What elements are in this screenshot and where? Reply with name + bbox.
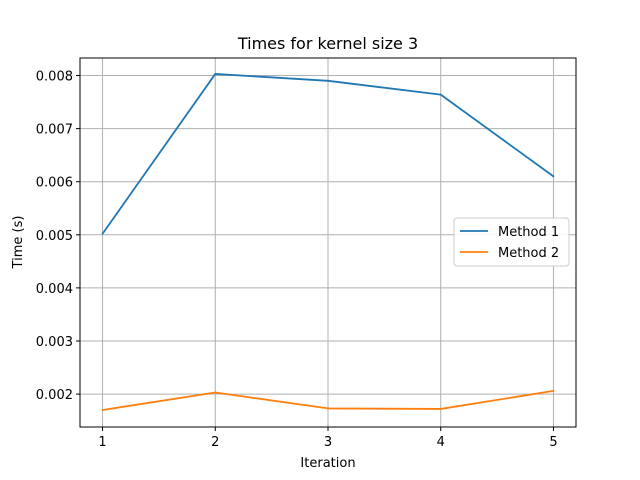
y-tick-label: 0.004 (36, 282, 73, 297)
y-tick-label: 0.007 (36, 123, 73, 138)
grid (80, 58, 576, 427)
data-point (552, 175, 555, 178)
x-axis-label: Iteration (300, 456, 355, 471)
data-point (439, 408, 442, 410)
x-tick-label: 2 (211, 435, 219, 450)
data-point (214, 391, 217, 394)
y-tick-label: 0.002 (36, 388, 73, 403)
data-point (101, 409, 104, 411)
chart-title: Times for kernel size 3 (237, 34, 418, 53)
data-point (327, 407, 329, 410)
y-axis-label: Time (s) (11, 216, 26, 270)
y-tick-label: 0.005 (36, 229, 73, 244)
data-point (439, 93, 442, 96)
y-tick-label: 0.003 (36, 335, 73, 350)
x-tick-label: 3 (324, 435, 332, 450)
data-point (101, 232, 104, 235)
y-tick-label: 0.008 (36, 70, 73, 85)
x-tick-label: 4 (437, 435, 445, 450)
data-point (552, 389, 555, 392)
x-tick-label: 1 (98, 435, 106, 450)
x-tick-label: 5 (549, 435, 557, 450)
data-point (214, 73, 217, 75)
legend-box (453, 217, 570, 267)
data-point (327, 79, 329, 82)
legend-label: Method 2 (498, 246, 559, 261)
series-lines (101, 73, 555, 411)
legend: Method 1 Method 2 (453, 217, 570, 267)
legend-label: Method 1 (498, 225, 559, 240)
y-tick-label: 0.006 (36, 176, 73, 191)
axes: 1 2 3 4 5 0.002 0.003 0.004 0.005 0.006 0.007 0.008 (36, 70, 558, 450)
